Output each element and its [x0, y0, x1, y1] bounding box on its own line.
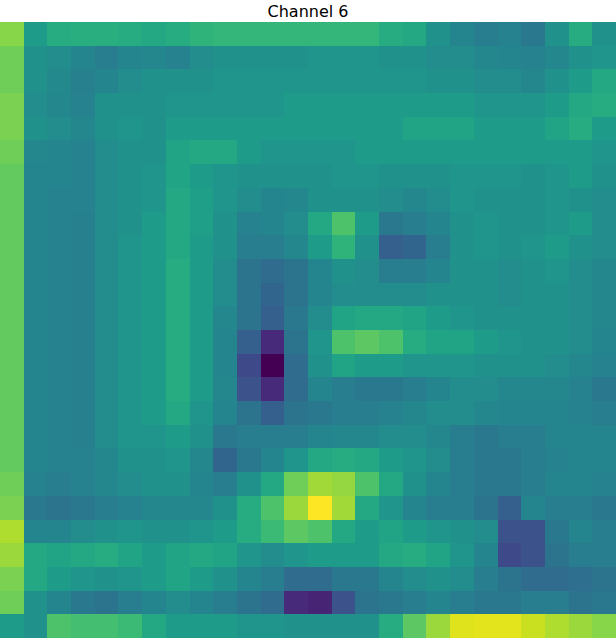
svg-text:Channel 6: Channel 6	[268, 2, 349, 21]
